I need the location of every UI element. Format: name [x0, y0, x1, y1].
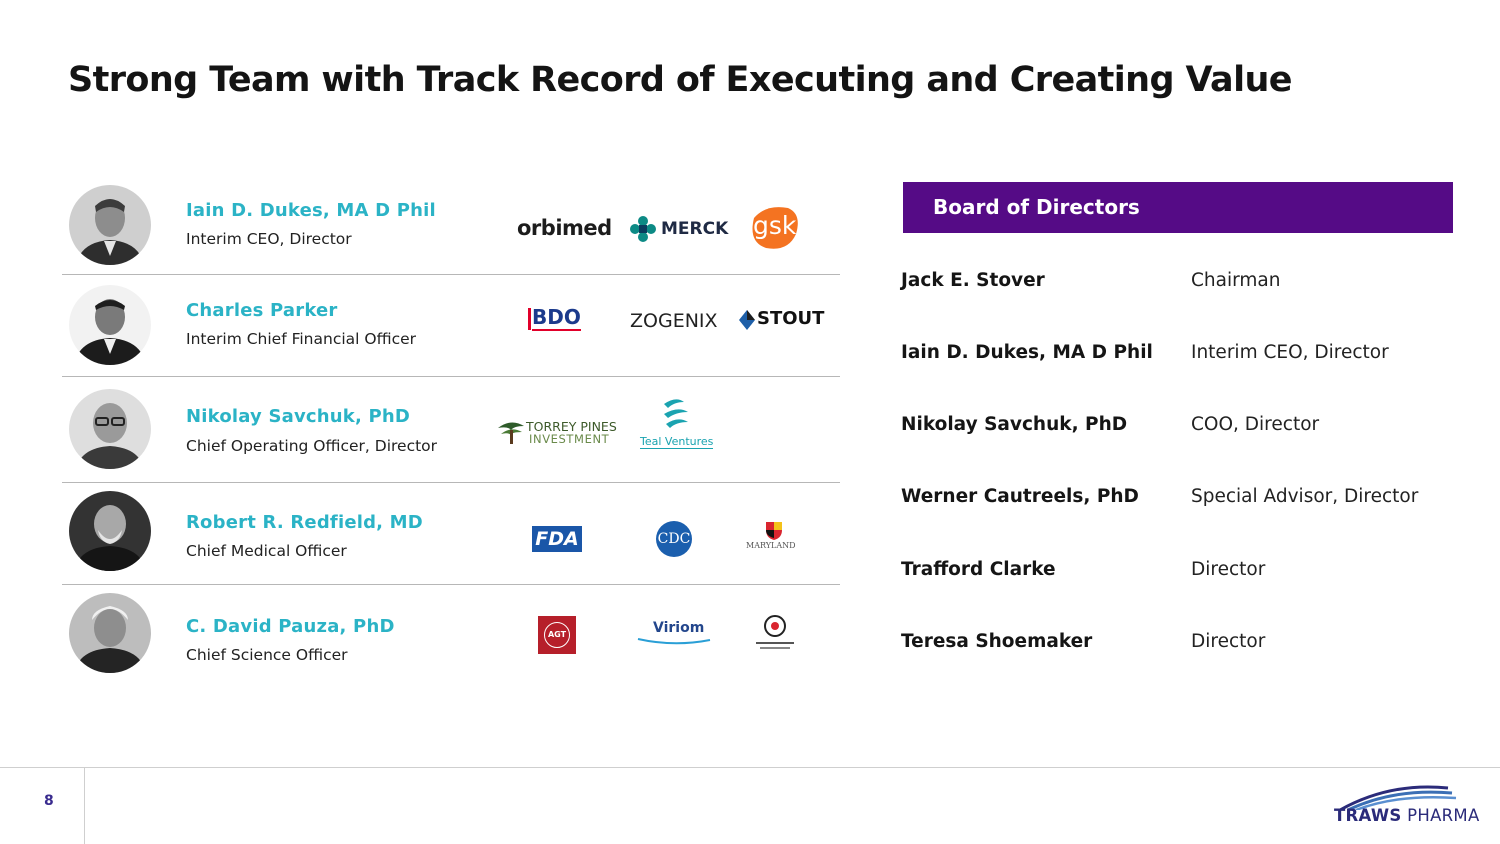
headshot-photo [68, 592, 152, 674]
board-member-role: Special Advisor, Director [1191, 486, 1419, 507]
member-name: Charles Parker [186, 300, 338, 321]
board-member-role: COO, Director [1191, 414, 1320, 435]
member-name: Iain D. Dukes, MA D Phil [186, 200, 436, 221]
team-member-row: Charles Parker Interim Chief Financial O… [62, 274, 840, 377]
cdc-logo: CDC [656, 521, 692, 557]
board-member-name: Werner Cautreels, PhD [901, 486, 1139, 507]
member-role: Chief Science Officer [186, 646, 348, 664]
teal-waves-icon [664, 399, 688, 428]
maryland-wordmark: MARYLAND [746, 541, 796, 550]
team-member-row: Robert R. Redfield, MD Chief Medical Off… [62, 482, 840, 585]
institute-of-human-virology-logo [748, 614, 802, 654]
teal-ventures-logo: Teal Ventures [640, 396, 714, 452]
torrey-pines-wordmark: TORREY PINES [526, 419, 617, 434]
agt-logo: AGT [538, 616, 576, 654]
headshot-photo [68, 284, 152, 366]
team-member-row: Iain D. Dukes, MA D Phil Interim CEO, Di… [62, 176, 840, 275]
board-member-role: Chairman [1191, 270, 1281, 291]
page-title: Strong Team with Track Record of Executi… [68, 60, 1293, 100]
viriom-swoosh-icon [637, 638, 711, 645]
member-role: Chief Operating Officer, Director [186, 437, 438, 455]
board-member-name: Teresa Shoemaker [901, 631, 1093, 652]
board-of-directors-header: Board of Directors [903, 182, 1453, 233]
bdo-bar-icon [528, 308, 531, 330]
viriom-wordmark: Viriom [653, 620, 705, 636]
board-member-role: Director [1191, 559, 1266, 580]
page-number: 8 [44, 793, 54, 809]
board-member-role: Interim CEO, Director [1191, 342, 1389, 363]
ihv-emblem-icon [756, 615, 794, 649]
member-role: Chief Medical Officer [186, 542, 347, 560]
member-role: Interim CEO, Director [186, 230, 352, 248]
headshot-photo [68, 490, 152, 572]
board-member-name: Nikolay Savchuk, PhD [901, 414, 1128, 435]
stout-diamond-icon [739, 310, 755, 330]
member-role: Interim Chief Financial Officer [186, 330, 417, 348]
orbimed-logo: orbimed [517, 216, 612, 240]
agt-wordmark: AGT [544, 622, 570, 648]
footer-vertical-divider [84, 767, 85, 844]
maryland-shield-icon [766, 522, 782, 540]
member-name: Nikolay Savchuk, PhD [186, 406, 411, 427]
gsk-wordmark: gsk [753, 211, 797, 240]
zogenix-logo: ZOGENIX [630, 310, 718, 332]
headshot-photo [68, 184, 152, 266]
footer-divider [0, 767, 1500, 768]
bdo-wordmark: BDO [532, 305, 581, 331]
traws-swoosh-icon [1339, 785, 1457, 810]
fda-logo: FDA [532, 526, 582, 552]
board-member-name: Iain D. Dukes, MA D Phil [901, 342, 1153, 363]
gsk-logo: gsk [746, 204, 802, 252]
viriom-logo: Viriom [636, 620, 712, 650]
board-member-name: Jack E. Stover [901, 270, 1045, 291]
university-of-maryland-logo: MARYLAND [746, 520, 802, 556]
torrey-pines-subtitle: INVESTMENT [529, 432, 610, 446]
teal-ventures-wordmark: Teal Ventures [640, 435, 714, 449]
merck-emblem-icon [630, 216, 656, 242]
brand-wordmark: TRAWS PHARMA [1334, 806, 1480, 825]
traws-pharma-logo: TRAWS PHARMA [1330, 780, 1479, 830]
board-member-name: Trafford Clarke [901, 559, 1056, 580]
gsk-shape-icon [752, 207, 798, 249]
member-name: Robert R. Redfield, MD [186, 512, 423, 533]
board-member-role: Director [1191, 631, 1266, 652]
merck-wordmark: MERCK [661, 219, 729, 239]
team-member-row: C. David Pauza, PhD Chief Science Office… [62, 584, 840, 684]
headshot-photo [68, 388, 152, 470]
pine-tree-icon [498, 422, 524, 444]
member-name: C. David Pauza, PhD [186, 616, 395, 637]
team-member-row: Nikolay Savchuk, PhD Chief Operating Off… [62, 376, 840, 483]
stout-wordmark: STOUT [757, 308, 825, 329]
